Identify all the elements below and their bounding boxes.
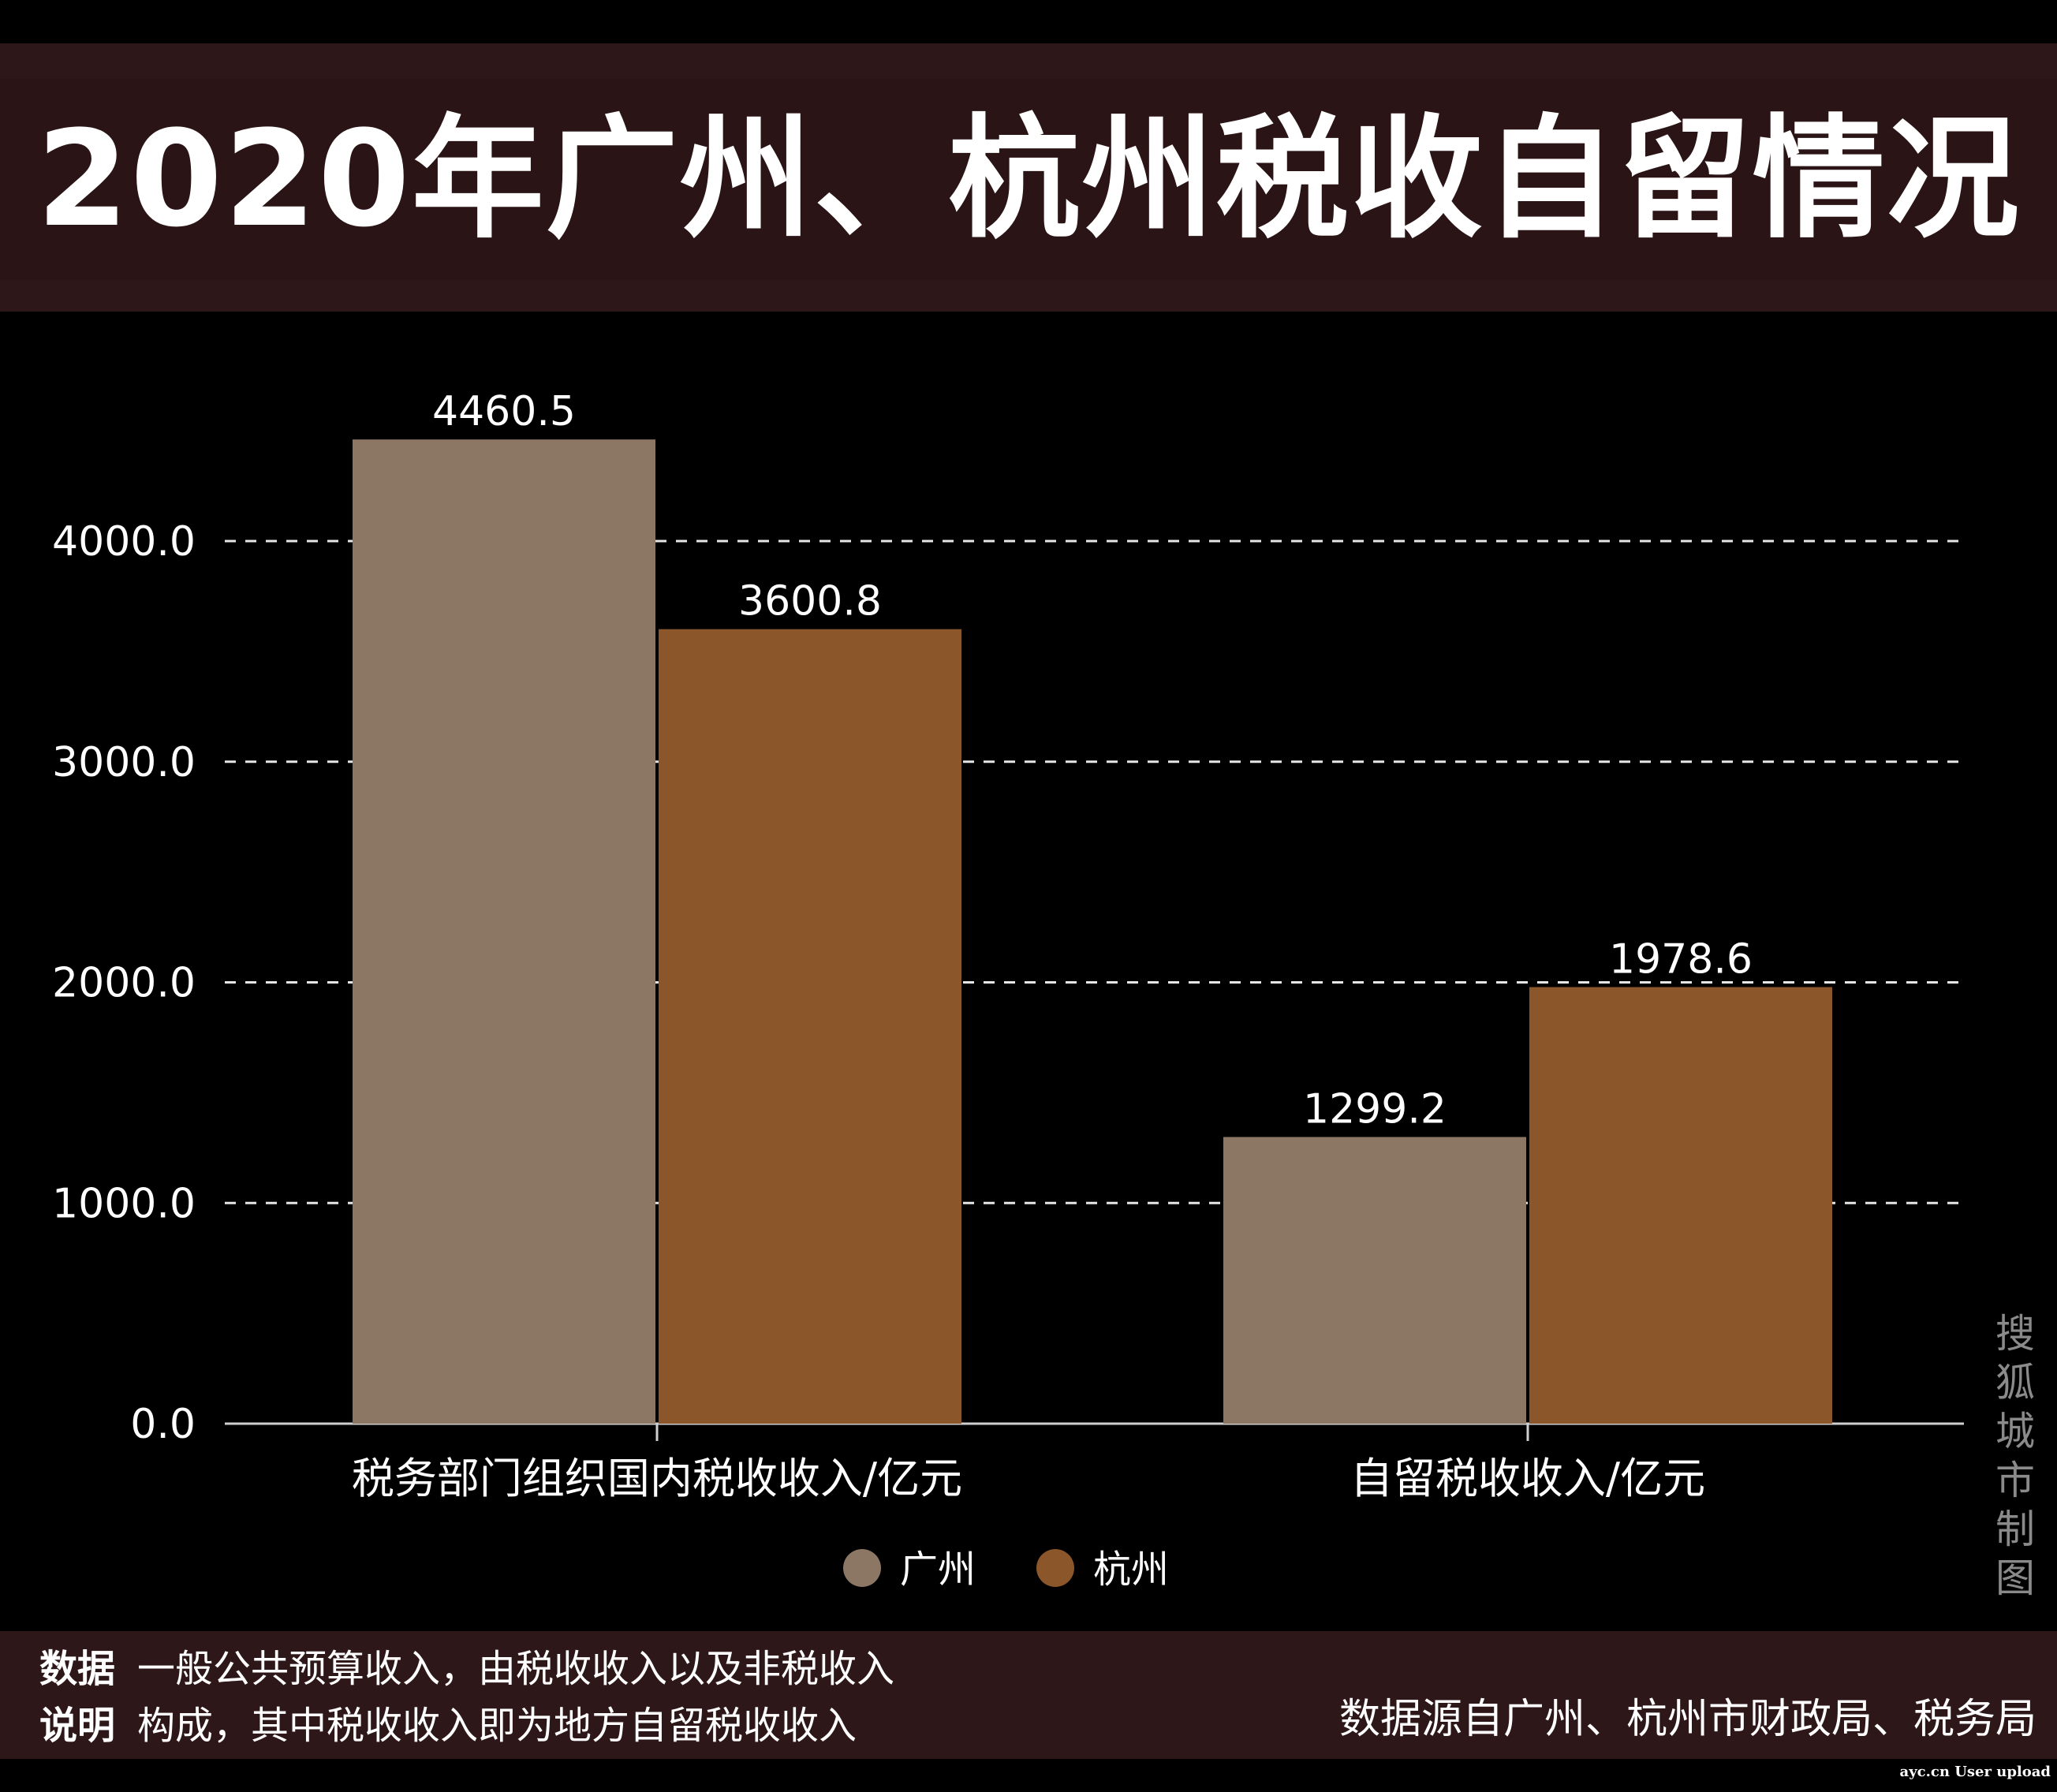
x-category-label: 税务部门组织国内税收收入/亿元 [352,1454,962,1503]
bar-hangzhou [659,629,961,1424]
bar-guangzhou [1223,1137,1526,1424]
data-label: 4460.5 [432,388,576,435]
legend-label: 杭州 [1093,1547,1169,1592]
watermark-char: 图 [1995,1555,2035,1601]
watermark-char: 市 [1995,1458,2035,1503]
watermark-char: 狐 [1995,1360,2035,1406]
x-category-label: 自留税收收入/亿元 [1350,1454,1705,1503]
bar-chart: 0.0 1000.0 2000.0 3000.0 4000.0 税务部门组织国内税收收入/… [52,388,1964,1592]
note-line-1: 一般公共预算收入，由税收收入以及非税收入 [137,1647,895,1691]
watermark: 搜 狐 城 市 制 图 [1988,1309,2043,1603]
legend-swatch [843,1549,881,1587]
data-label: 1299.2 [1303,1086,1447,1133]
y-tick-label: 0.0 [130,1401,196,1448]
bar-guangzhou [353,439,655,1424]
legend-label: 广州 [900,1547,976,1592]
y-tick-label: 1000.0 [52,1180,196,1227]
note-label-1: 数据 [39,1647,116,1691]
bar-hangzhou [1529,987,1832,1424]
y-tick-label: 2000.0 [52,960,196,1007]
upload-credit: ayc.cn User upload [1899,1764,2051,1780]
y-tick-label: 3000.0 [52,739,196,786]
data-label: 3600.8 [738,578,882,625]
watermark-char: 城 [1995,1409,2035,1454]
title-band-inner: 2020年广州、杭州税收自留情况 [0,79,2057,280]
note-line-2: 构成，其中税收收入即为地方自留税收收入 [137,1704,857,1748]
y-tick-label: 4000.0 [52,518,196,566]
footer: 数据 一般公共预算收入，由税收收入以及非税收入 说明 构成，其中税收收入即为地方自留… [0,1631,2057,1759]
watermark-char: 搜 [1995,1311,2035,1357]
legend-swatch [1036,1549,1074,1587]
chart-title: 2020年广州、杭州税收自留情况 [36,102,2021,256]
title-band: 2020年广州、杭州税收自留情况 [0,43,2057,312]
data-source: 数据源自广州、杭州市财政局、税务局 [1338,1696,2036,1743]
data-label: 1978.6 [1609,935,1753,983]
note-label-2: 说明 [39,1704,116,1748]
data-note: 数据 一般公共预算收入，由税收收入以及非税收入 说明 构成，其中税收收入即为地方自留… [39,1641,894,1754]
watermark-char: 制 [1995,1506,2035,1552]
